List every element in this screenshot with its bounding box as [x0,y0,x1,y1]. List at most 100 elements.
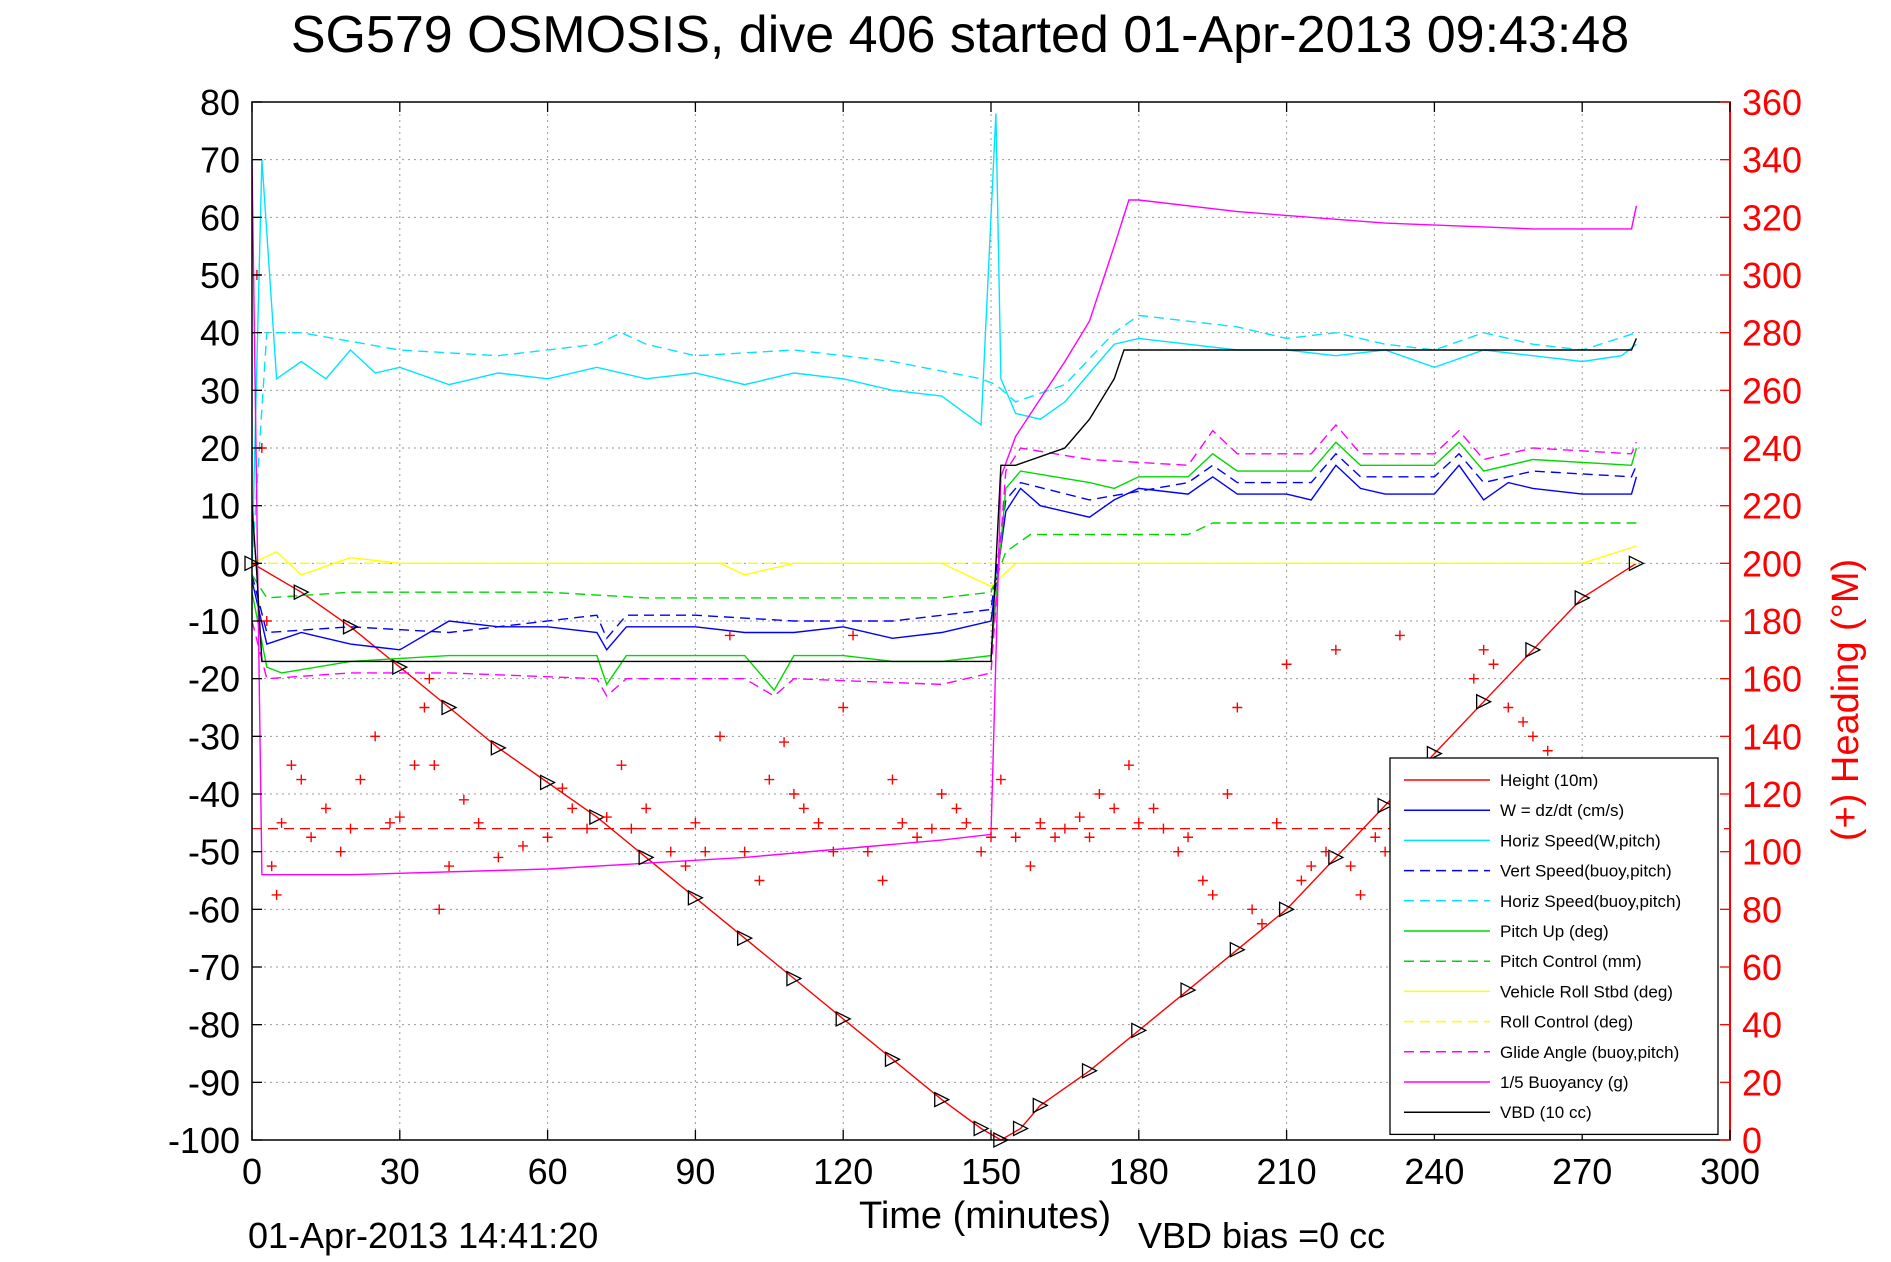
heading-point [1380,846,1391,857]
heading-point [1109,803,1120,814]
y2-tick-label: 200 [1742,543,1802,584]
heading-point [582,823,593,834]
heading-point [1370,832,1381,843]
y-tick-label: -40 [188,774,240,815]
heading-point [567,803,578,814]
heading-point [779,737,790,748]
heading-point [424,673,435,684]
heading-point [1084,832,1095,843]
y-tick-label: -80 [188,1005,240,1046]
heading-point [1355,889,1366,900]
y-tick-label: 40 [200,313,240,354]
heading-point [542,832,553,843]
legend-label-pitch-control-mm: Pitch Control (mm) [1500,952,1642,971]
y2-tick-label: 40 [1742,1005,1782,1046]
y-tick-label: 10 [200,486,240,527]
y-tick-label: -10 [188,601,240,642]
x-tick-label: 150 [961,1151,1021,1192]
heading-point [724,630,735,641]
series-layer [244,113,1645,1149]
heading-point [862,846,873,857]
heading-point [715,731,726,742]
legend-label-vehicle-roll-stbd-deg: Vehicle Roll Stbd (deg) [1500,982,1673,1001]
y-tick-label: 20 [200,428,240,469]
heading-point [912,832,923,843]
heading-point [877,875,888,886]
heading-point [1197,875,1208,886]
legend-label-horiz-speed-buoy-pitch: Horiz Speed(buoy,pitch) [1500,892,1681,911]
heading-point [1256,918,1267,929]
heading-point [936,789,947,799]
y2-tick-label: 320 [1742,197,1802,238]
y2-tick-label: 280 [1742,313,1802,354]
x-tick-label: 120 [813,1151,873,1192]
height-marker [786,970,803,987]
height-marker [490,739,507,756]
heading-point [261,616,272,626]
heading-point [1247,904,1258,915]
y-tick-label: -70 [188,947,240,988]
heading-point [700,846,711,857]
height-marker [638,849,655,866]
heading-point [1488,659,1499,670]
heading-point [335,846,346,857]
heading-point [1059,823,1070,834]
height-marker [1229,941,1246,958]
height-marker [1525,641,1542,658]
legend: Height (10m) W = dz/dt (cm/s) Horiz Speed(… [1389,757,1719,1136]
legend-label-vert-speed-buoy-pitch: Vert Speed(buoy,pitch) [1500,862,1672,881]
series-vbd-10-cc [251,338,1638,663]
heading-point [320,803,331,814]
y2-tick-label: 80 [1742,889,1782,930]
series-1-5-buoyancy-g [251,159,1638,876]
heading-point [601,812,612,823]
y-tick-label: 70 [200,140,240,181]
height-marker [1081,1062,1098,1079]
series-glide-angle-buoy-pitch [251,423,1638,698]
heading-point [680,861,691,872]
heading-point [493,852,504,863]
y2-axis-ticks: 3603403203002802602402202001801601401201… [1720,82,1802,1161]
legend-label-glide-angle-buoy-pitch: Glide Angle (buoy,pitch) [1500,1043,1679,1062]
y-tick-label: -100 [168,1120,240,1161]
y-tick-label: -30 [188,716,240,757]
height-marker [1628,555,1645,572]
heading-point [409,760,420,771]
x-tick-label: 0 [242,1151,262,1192]
heading-point [1094,789,1105,799]
heading-point [1306,861,1317,872]
heading-point [1123,760,1134,771]
heading-point [813,817,824,828]
series-vehicle-roll-stbd-deg [251,545,1637,588]
heading-point [961,817,972,828]
heading-point [616,760,627,771]
heading-point [1158,823,1169,834]
heading-point [1050,832,1061,843]
heading-point [1296,875,1307,886]
height-marker [1328,849,1345,866]
heading-point [951,803,962,814]
heading-point [1133,817,1144,828]
height-marker [1012,1120,1030,1137]
height-marker [1278,901,1296,918]
height-marker [1032,1097,1049,1114]
height-marker [934,1091,951,1108]
y-tick-label: 80 [200,82,240,123]
heading-point [926,823,937,834]
height-marker [1476,693,1493,710]
heading-point [1345,861,1356,872]
x-axis-label: Time (minutes) [859,1195,1111,1237]
y-tick-label: 60 [200,197,240,238]
series-w-dz-dt-cm-s [251,464,1638,652]
y-tick-label: -60 [188,889,240,930]
heading-point [434,904,445,915]
heading-point [473,817,484,828]
heading-point [1222,789,1233,799]
heading-point [458,794,469,805]
heading-point [764,774,775,785]
heading-point [754,875,765,886]
chart-title: SG579 OSMOSIS, dive 406 started 01-Apr-2… [291,6,1629,64]
heading-point [384,817,395,828]
series-pitch-up-deg [251,441,1638,692]
height-marker [835,1010,852,1027]
